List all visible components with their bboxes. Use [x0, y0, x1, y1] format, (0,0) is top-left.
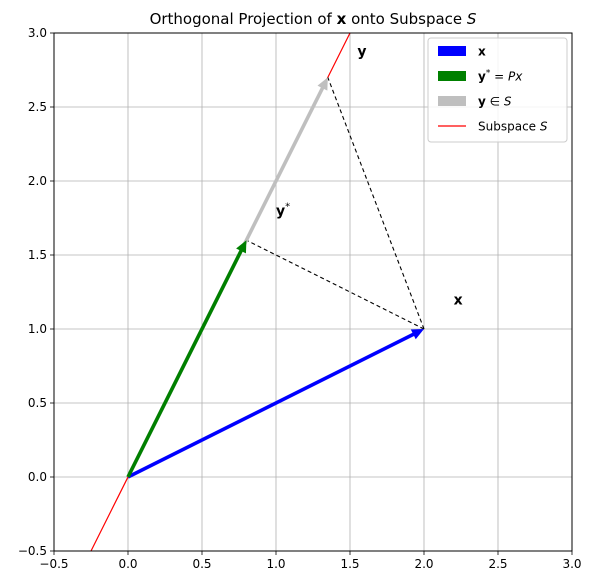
projection-dashed-line: [246, 239, 425, 330]
label-ystar-superscript: *: [285, 202, 290, 213]
plot-content: [90, 33, 425, 551]
x-tick-label: 0.5: [192, 557, 211, 571]
legend-swatch-ystar: [438, 71, 466, 81]
y-tick-label: −0.5: [18, 544, 47, 558]
legend-label-bold: x: [478, 45, 486, 59]
chart-title: Orthogonal Projection of x onto Subspace…: [150, 10, 477, 28]
y-tick-label: 0.5: [28, 396, 47, 410]
x-tick-label: 2.5: [488, 557, 507, 571]
x-tick-label: 0.0: [118, 557, 137, 571]
label-y: y: [357, 44, 366, 60]
legend-label-math: Px: [508, 70, 523, 84]
legend-label-superscript: *: [486, 69, 491, 79]
x-tick-label: 3.0: [562, 557, 581, 571]
y-tick-label: 1.0: [28, 322, 47, 336]
vector-x-arrow: [127, 329, 424, 479]
plot-frame: [53, 32, 573, 552]
x-tick-label: 2.0: [414, 557, 433, 571]
vector-annotations: xy*y: [276, 44, 463, 309]
legend-label-ystar: y* = Px: [478, 69, 523, 84]
legend-swatch-x: [438, 46, 466, 56]
chart-title-prefix: Orthogonal Projection of: [150, 10, 337, 28]
y-tick-label: 0.0: [28, 470, 47, 484]
x-tick-label: 1.5: [340, 557, 359, 571]
x-tick-label: −0.5: [39, 557, 68, 571]
legend-box: [427, 37, 568, 143]
grid-lines: [53, 32, 573, 552]
chart-title-middle: onto Subspace: [346, 10, 467, 28]
y-tick-label: 3.0: [28, 26, 47, 40]
y-tick-label: 1.5: [28, 248, 47, 262]
vector-ystar-arrow: [126, 240, 247, 478]
legend-label-y: y ∈ S: [478, 95, 512, 109]
legend-label-subspace: Subspace S: [478, 120, 548, 134]
legend-label-math: S: [504, 95, 512, 109]
legend-label-bold: y: [478, 95, 486, 109]
projection-dashed-line: [327, 77, 425, 330]
legend-label-bold: y: [478, 70, 486, 84]
label-x-text: x: [454, 292, 463, 308]
axis-ticks: −0.5 0.0 0.5 1.0 1.5 2.0 2.5 3.0 −0.5 0.0 0.5 1.0 1.…: [18, 26, 582, 571]
chart-title-bold: x: [337, 10, 347, 28]
label-ystar-text: y: [276, 204, 285, 220]
legend-swatch-y: [438, 96, 466, 106]
legend-label-text: =: [490, 70, 508, 84]
chart-title-italic: S: [467, 10, 477, 28]
legend-label-text: ∈: [486, 95, 504, 109]
label-x: x: [454, 292, 463, 308]
y-tick-label: 2.0: [28, 174, 47, 188]
y-tick-label: 2.5: [28, 100, 47, 114]
legend-label-text: Subspace: [478, 120, 540, 134]
legend-label-x: x: [478, 45, 486, 59]
legend-label-math: S: [540, 120, 548, 134]
x-tick-label: 1.0: [266, 557, 285, 571]
label-ystar: y*: [276, 202, 290, 220]
label-y-text: y: [357, 44, 366, 60]
